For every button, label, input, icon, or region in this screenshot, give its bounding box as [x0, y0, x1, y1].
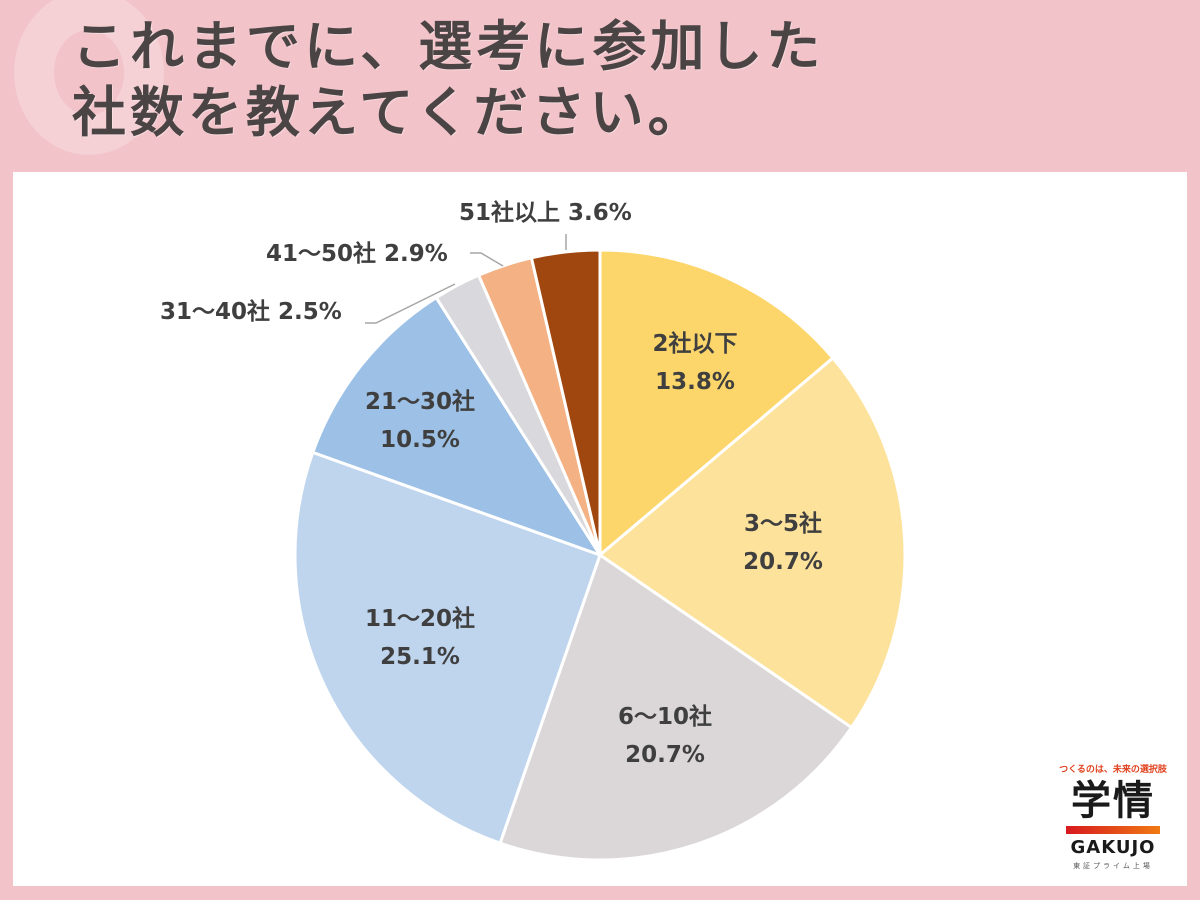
slice-label-3-5: 3〜5社 20.7% — [718, 505, 848, 581]
slice-label-percent: 10.5% — [380, 427, 460, 453]
slice-label-category: 11〜20社 — [364, 606, 475, 632]
slice-label-2-or-fewer: 2社以下 13.8% — [630, 325, 760, 401]
slice-label-percent: 20.7% — [743, 549, 823, 575]
slice-label-percent: 25.1% — [380, 644, 460, 670]
slice-label-category: 2社以下 — [652, 331, 738, 357]
slice-label-11-20: 11〜20社 25.1% — [345, 600, 495, 676]
slice-label-21-30: 21〜30社 10.5% — [345, 383, 495, 459]
slice-label-percent: 13.8% — [655, 369, 735, 395]
leader-line — [470, 252, 504, 267]
pie-slice — [498, 552, 854, 862]
slice-label-41-50: 41〜50社 2.9% — [266, 241, 448, 267]
pie-slice — [598, 248, 836, 559]
gakujo-logo: つくるのは、未来の選択肢 学情 GAKUJO 東証プライム上場 — [1058, 762, 1168, 871]
logo-kanji: 学情 — [1071, 778, 1155, 824]
logo-listing: 東証プライム上場 — [1073, 862, 1153, 870]
leader-line — [365, 283, 456, 324]
slice-label-31-40: 31〜40社 2.5% — [160, 299, 342, 325]
title-line-2: 社数を教えてください。 — [72, 81, 706, 144]
logo-roman: GAKUJO — [1070, 837, 1156, 858]
slice-label-51-plus: 51社以上 3.6% — [459, 200, 632, 226]
title-line-1: これまでに、選考に参加した — [72, 15, 825, 78]
slice-label-6-10: 6〜10社 20.7% — [595, 698, 735, 774]
slice-label-category: 3〜5社 — [743, 511, 822, 537]
page-title: これまでに、選考に参加した 社数を教えてください。 — [72, 14, 824, 146]
slice-label-category: 6〜10社 — [617, 704, 712, 730]
pie-slice — [597, 355, 907, 730]
slice-label-percent: 20.7% — [625, 742, 705, 768]
logo-tagline: つくるのは、未来の選択肢 — [1059, 765, 1167, 775]
pie-slice — [529, 248, 602, 556]
pie-slice — [293, 450, 602, 846]
logo-gradient-bar — [1066, 826, 1160, 834]
slice-label-category: 21〜30社 — [364, 389, 475, 415]
pie-slice — [310, 295, 604, 558]
